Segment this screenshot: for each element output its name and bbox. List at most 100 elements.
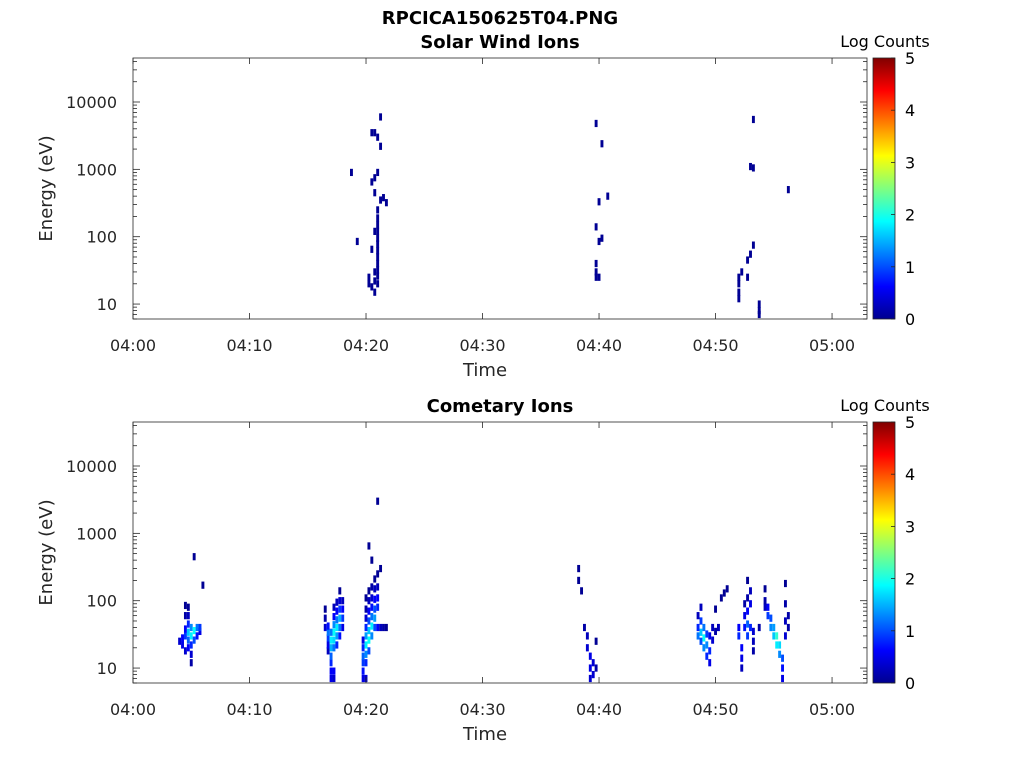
spectrogram-cell <box>749 250 752 258</box>
colorbar <box>872 421 896 684</box>
spectrogram-cell <box>373 268 377 276</box>
spectrogram-cell <box>746 607 750 615</box>
x-axis-label: Time <box>462 360 507 381</box>
spectrogram-cell <box>367 636 371 644</box>
spectrogram-cell <box>376 253 380 261</box>
spectrogram-cell <box>708 647 712 655</box>
colorbar-label: Log Counts <box>840 396 930 415</box>
y-axis-label: Energy (eV) <box>36 499 57 605</box>
colorbar-tick-label: 3 <box>905 153 915 172</box>
spectrogram-cell <box>361 674 365 683</box>
spectrogram-cell <box>781 654 784 662</box>
spectrogram-cell <box>373 129 377 137</box>
spectrogram-cell <box>335 632 339 640</box>
spectrogram-cell <box>740 268 744 276</box>
spectrogram-cell <box>189 632 193 640</box>
spectrogram-cell <box>335 598 339 606</box>
spectrogram-cell <box>373 605 377 613</box>
spectrogram-cell <box>332 636 336 644</box>
x-tick-label: 04:20 <box>343 336 389 355</box>
x-axis-label: Time <box>462 724 507 745</box>
spectrogram-cell <box>743 623 747 632</box>
x-tick-label: 04:20 <box>343 700 389 719</box>
spectrogram-cell <box>370 603 374 611</box>
spectrogram-cell <box>711 636 715 644</box>
spectrogram-cell <box>379 113 383 121</box>
colorbar-tick-label: 0 <box>905 310 915 329</box>
spectrogram-cell <box>192 636 196 644</box>
spectrogram-cell <box>740 664 744 672</box>
spectrogram-cell <box>338 587 342 595</box>
spectrogram-cell <box>323 623 327 632</box>
x-tick-label: 05:00 <box>809 336 855 355</box>
spectrogram-cell <box>705 641 709 649</box>
spectrogram-cell <box>198 623 202 632</box>
spectrogram-cell <box>751 637 755 645</box>
x-tick-label: 04:30 <box>459 336 505 355</box>
spectrogram-cell <box>332 603 336 611</box>
spectrogram-cell <box>373 174 377 182</box>
spectrogram-cell <box>373 614 377 622</box>
spectrogram-cell <box>329 667 333 675</box>
spectrogram-cell <box>376 234 380 242</box>
spectrogram-cell <box>195 623 199 632</box>
spectrogram-cell <box>746 256 750 264</box>
spectrogram-cell <box>737 623 741 632</box>
spectrogram-cell <box>370 613 374 621</box>
spectrogram-cell <box>705 652 709 660</box>
spectrogram-cell <box>597 198 601 206</box>
spectrogram-cells <box>178 497 790 683</box>
spectrogram-cell <box>379 196 383 204</box>
plot-axes-box <box>132 57 868 320</box>
spectrogram-cell <box>364 659 368 667</box>
spectrogram-cell <box>376 280 380 288</box>
panel-title: Cometary Ions <box>427 396 574 417</box>
spectrogram-cell <box>699 628 703 636</box>
spectrogram-cell <box>186 628 190 636</box>
spectrogram-cell <box>341 597 345 605</box>
y-tick-label: 10000 <box>66 93 117 112</box>
x-tick-label: 04:00 <box>110 336 156 355</box>
spectrogram-cell <box>329 652 333 660</box>
spectrogram-cell <box>370 583 374 591</box>
spectrogram-cell <box>746 632 750 640</box>
spectrogram-cell <box>751 164 755 172</box>
spectrogram-cell <box>183 612 187 620</box>
spectrogram-cell <box>705 630 709 638</box>
spectrogram-cell <box>766 603 770 611</box>
y-tick-label: 100 <box>86 592 117 611</box>
colorbar-tick-label: 1 <box>905 258 915 277</box>
spectrogram-cell <box>367 273 371 281</box>
spectrogram-cell <box>323 614 327 622</box>
spectrogram-cell <box>737 632 741 640</box>
spectrogram-cell <box>186 620 190 628</box>
spectrogram-cell <box>737 295 741 303</box>
spectrogram-cell <box>379 623 383 632</box>
spectrogram-cell <box>181 641 184 649</box>
spectrogram-cell <box>195 632 199 640</box>
spectrogram-cell <box>594 273 598 281</box>
spectrogram-cell <box>751 115 755 124</box>
spectrogram-cell <box>364 594 368 602</box>
spectrogram-cell <box>376 168 380 177</box>
spectrogram-cell <box>373 277 377 285</box>
spectrogram-cell <box>376 227 380 235</box>
spectrogram-cell <box>746 576 750 585</box>
spectrogram-cell <box>594 637 598 645</box>
spectrogram-cell <box>373 595 377 603</box>
colorbar-tick-label: 5 <box>905 49 915 68</box>
spectrogram-cell <box>355 237 359 246</box>
spectrogram-cell <box>367 607 371 615</box>
spectrogram-cell <box>376 240 380 248</box>
spectrogram-cell <box>367 647 371 655</box>
spectrogram-cell <box>379 142 383 150</box>
x-tick-label: 04:50 <box>692 700 738 719</box>
spectrogram-cell <box>338 614 342 622</box>
spectrogram-cell <box>332 667 336 675</box>
spectrogram-cell <box>588 652 592 660</box>
spectrogram-cell <box>178 637 182 645</box>
spectrogram-cell <box>786 186 790 194</box>
spectrogram-cell <box>783 600 787 608</box>
spectrogram-cell <box>749 162 752 171</box>
